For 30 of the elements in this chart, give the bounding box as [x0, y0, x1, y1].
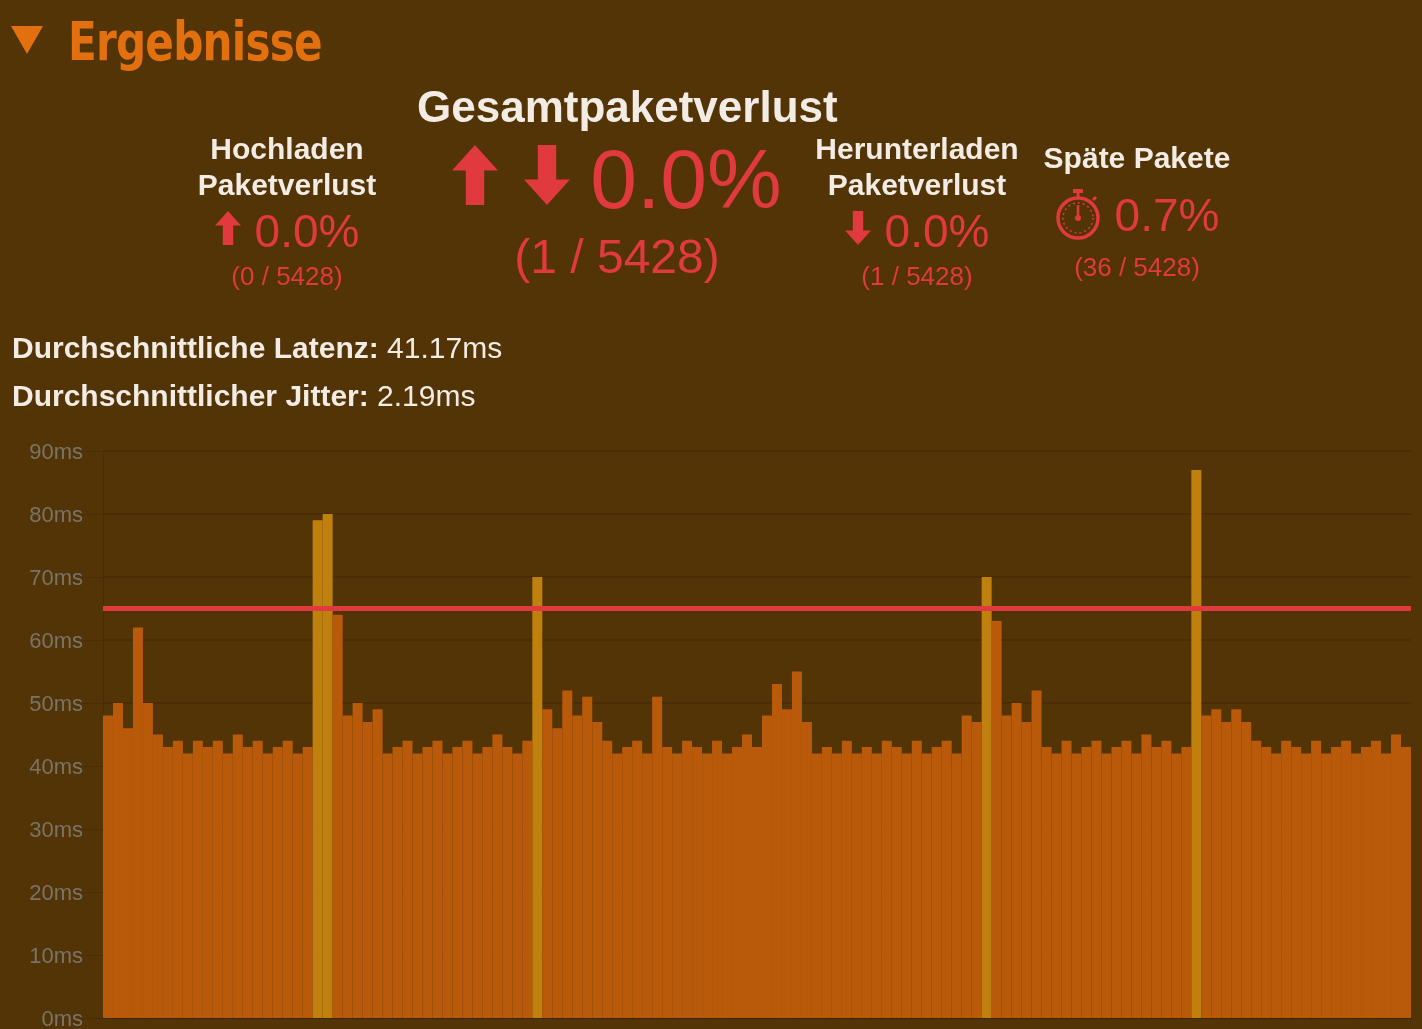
text: (1 / 5428) — [860, 260, 974, 293]
y-tick-label: 0ms — [41, 1005, 83, 1029]
text: 0.0% — [590, 132, 782, 226]
text: Gesamtpaketverlust — [417, 82, 838, 131]
y-tick-label: 80ms — [29, 501, 83, 527]
bar — [981, 577, 992, 1018]
y-tick-label: 50ms — [29, 690, 83, 716]
text: 2.19ms — [377, 379, 476, 412]
y-tick-label: 90ms — [29, 438, 83, 464]
chart-title: Ergebnisse — [68, 10, 322, 73]
text: 0.0% — [254, 205, 360, 257]
text: Durchschnittliche Latenz: — [12, 331, 379, 364]
bar — [1191, 469, 1202, 1018]
bar — [532, 577, 543, 1018]
text: 0.7% — [1114, 188, 1220, 241]
text: Durchschnittlicher Jitter: — [12, 379, 369, 412]
y-tick-label: 70ms — [29, 564, 83, 590]
y-tick-label: 30ms — [29, 816, 83, 842]
y-tick-label: 10ms — [29, 942, 83, 968]
text: (1 / 5428) — [513, 229, 721, 285]
y-tick-label: 40ms — [29, 753, 83, 779]
text: Hochladen Paketverlust — [196, 131, 378, 203]
text: (0 / 5428) — [230, 260, 344, 293]
y-tick-label: 60ms — [29, 627, 83, 653]
text: (36 / 5428) — [1073, 250, 1201, 284]
text: Herunterladen Paketverlust — [814, 131, 1020, 203]
y-tick-label: 20ms — [29, 879, 83, 905]
text: 41.17ms — [387, 331, 503, 364]
text: Späte Pakete — [1042, 140, 1232, 176]
text: 0.0% — [884, 205, 990, 257]
